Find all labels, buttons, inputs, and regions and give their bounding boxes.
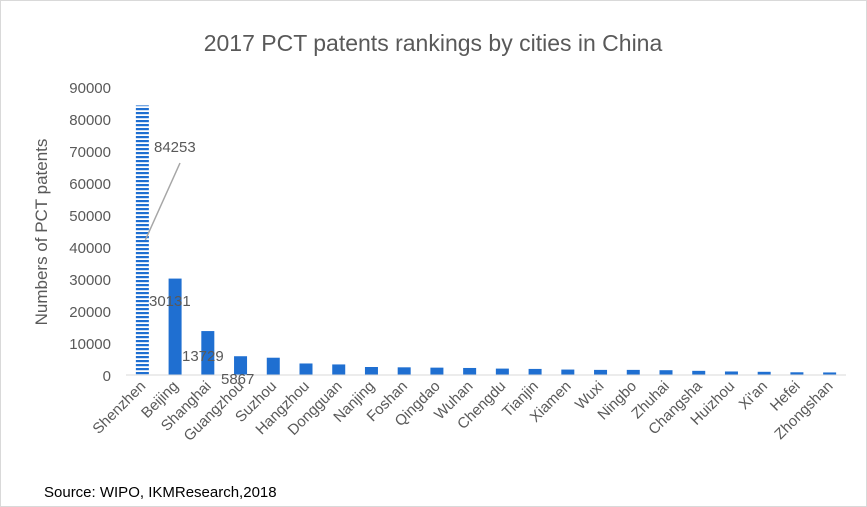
bar-shanghai bbox=[201, 331, 215, 375]
y-tick-label: 60000 bbox=[69, 176, 111, 193]
bar-changsha bbox=[692, 370, 706, 375]
data-label: 84253 bbox=[154, 139, 196, 156]
y-tick-label: 10000 bbox=[69, 336, 111, 353]
y-tick-label: 80000 bbox=[69, 112, 111, 129]
bar-qingdao bbox=[430, 367, 444, 375]
bar-xian bbox=[757, 371, 771, 375]
bar-chengdu bbox=[495, 368, 509, 375]
data-label: 30131 bbox=[149, 293, 191, 310]
bar-guangzhou bbox=[234, 356, 248, 375]
bar-suzhou bbox=[266, 357, 280, 375]
bar-zhuhai bbox=[659, 370, 673, 375]
bar-zhongshan bbox=[823, 372, 837, 375]
data-label: 5867 bbox=[221, 371, 254, 388]
source-note: Source: WIPO, IKMResearch,2018 bbox=[44, 484, 277, 501]
y-tick-label: 30000 bbox=[69, 272, 111, 289]
bar-wuhan bbox=[463, 367, 477, 375]
bar-xiamen bbox=[561, 369, 575, 375]
data-labels: 84253 30131 13729 5867 bbox=[144, 139, 254, 388]
bar-dongguan bbox=[332, 364, 346, 375]
bar-foshan bbox=[397, 367, 411, 375]
bar-hangzhou bbox=[299, 363, 313, 375]
y-tick-label: 0 bbox=[103, 368, 111, 385]
data-label: 13729 bbox=[182, 348, 224, 365]
y-tick-label: 20000 bbox=[69, 304, 111, 321]
bar-ningbo bbox=[626, 369, 640, 375]
bar-tianjin bbox=[528, 368, 542, 375]
bar-shenzhen bbox=[135, 105, 149, 375]
y-axis-ticks: 0 10000 20000 30000 40000 50000 60000 70000 8000… bbox=[69, 80, 111, 385]
x-tick-label: Xi'an bbox=[736, 378, 771, 413]
bar-huizhou bbox=[724, 371, 738, 375]
x-axis-ticks: ShenzhenBeijingShanghaiGuangzhouSuzhouHa… bbox=[89, 377, 836, 444]
bar-wuxi bbox=[594, 369, 608, 375]
bars bbox=[135, 105, 837, 375]
chart-title: 2017 PCT patents rankings by cities in C… bbox=[204, 30, 663, 56]
y-axis-label: Numbers of PCT patents bbox=[32, 139, 51, 326]
y-tick-label: 90000 bbox=[69, 80, 111, 97]
leader-line bbox=[144, 162, 181, 241]
bar-hefei bbox=[790, 372, 804, 375]
bar-nanjing bbox=[364, 367, 378, 375]
y-tick-label: 50000 bbox=[69, 208, 111, 225]
y-tick-label: 40000 bbox=[69, 240, 111, 257]
bar-beijing bbox=[168, 278, 182, 375]
y-tick-label: 70000 bbox=[69, 144, 111, 161]
